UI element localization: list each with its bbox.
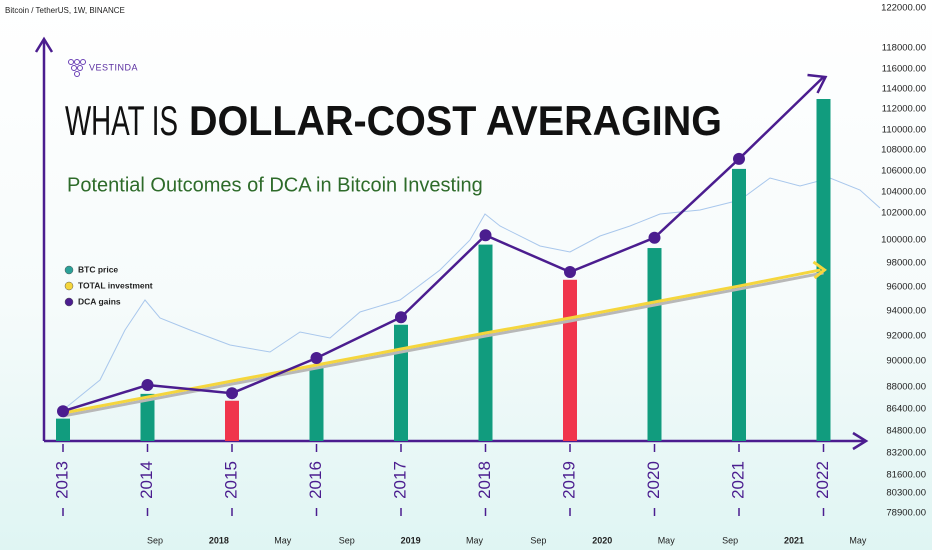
time-label: 2020 bbox=[592, 535, 612, 545]
dca-arrowhead bbox=[807, 73, 828, 94]
y-tick-label: 84800.00 bbox=[886, 426, 926, 437]
time-label: Sep bbox=[722, 535, 738, 545]
year-label-group: 2020 bbox=[644, 444, 663, 516]
y-tick-label: 122000.00 bbox=[881, 3, 926, 14]
dca-point bbox=[648, 231, 661, 244]
year-label-group: 2013 bbox=[52, 444, 71, 516]
legend-marker bbox=[64, 297, 74, 307]
y-tick-label: 83200.00 bbox=[886, 448, 926, 459]
y-tick-label: 98000.00 bbox=[886, 258, 926, 269]
bar bbox=[563, 279, 577, 441]
y-tick-label: 112000.00 bbox=[882, 104, 926, 115]
legend-marker bbox=[64, 281, 74, 291]
y-tick-label: 90000.00 bbox=[886, 356, 926, 367]
title-lead: WHAT IS bbox=[65, 97, 178, 144]
year-label-group: 2022 bbox=[813, 444, 832, 516]
dca-point bbox=[479, 229, 492, 242]
axes bbox=[34, 36, 869, 451]
investment-arrowhead bbox=[812, 260, 827, 280]
x-tick-label: 2022 bbox=[813, 461, 832, 499]
dca-line bbox=[62, 76, 825, 413]
logo bbox=[68, 59, 86, 77]
bar bbox=[394, 324, 408, 441]
bar bbox=[140, 393, 155, 441]
year-label-group: 2014 bbox=[137, 444, 156, 516]
year-label-group: 2016 bbox=[306, 444, 325, 516]
y-tick-label: 104000.00 bbox=[881, 187, 926, 198]
time-label: May bbox=[658, 535, 676, 545]
btc-price-background-line bbox=[62, 177, 881, 411]
bar bbox=[732, 168, 746, 441]
year-label-group: 2018 bbox=[475, 444, 494, 516]
investment-shadow bbox=[62, 271, 824, 418]
legend-label: BTC price bbox=[78, 264, 118, 274]
chart-title: DOLLAR-COST AVERAGING bbox=[189, 97, 722, 144]
bar bbox=[309, 367, 324, 441]
time-label: May bbox=[274, 535, 292, 545]
y-tick-label: 94000.00 bbox=[886, 306, 926, 317]
time-label: Sep bbox=[339, 535, 355, 545]
dca-point bbox=[564, 266, 576, 278]
y-tick-label: 80300.00 bbox=[886, 488, 926, 499]
subtitle: Potential Outcomes of DCA in Bitcoin Inv… bbox=[67, 174, 483, 196]
x-tick-label: 2021 bbox=[728, 461, 747, 499]
y-tick-label: 78900.00 bbox=[886, 508, 926, 519]
time-label: 2019 bbox=[401, 535, 421, 545]
time-label: Sep bbox=[147, 535, 163, 545]
y-tick-label: 110000.00 bbox=[882, 125, 926, 136]
y-tick-label: 108000.00 bbox=[881, 145, 926, 156]
x-tick-label: 2014 bbox=[137, 461, 156, 499]
dca-point bbox=[733, 152, 745, 165]
y-tick-label: 106000.00 bbox=[881, 166, 926, 177]
year-label-group: 2015 bbox=[221, 444, 240, 516]
bar bbox=[56, 418, 70, 441]
y-tick-label: 102000.00 bbox=[881, 208, 926, 219]
y-tick-label: 100000.00 bbox=[881, 235, 926, 246]
y-tick-label: 114000.00 bbox=[882, 84, 926, 95]
dca-point bbox=[310, 352, 323, 364]
x-tick-label: 2018 bbox=[475, 461, 494, 499]
year-label-group: 2017 bbox=[390, 444, 409, 516]
dca-point bbox=[226, 387, 238, 400]
y-tick-label: 88000.00 bbox=[886, 382, 926, 393]
x-tick-label: 2019 bbox=[559, 461, 578, 499]
bar bbox=[647, 248, 662, 441]
dca-point bbox=[395, 311, 407, 324]
x-tick-label: 2016 bbox=[306, 461, 325, 499]
x-tick-label: 2020 bbox=[644, 461, 663, 499]
bar bbox=[478, 244, 493, 441]
legend-label: DCA gains bbox=[78, 296, 121, 306]
legend-label: TOTAL investment bbox=[78, 280, 153, 290]
time-label: May bbox=[466, 535, 484, 545]
y-tick-label: 118000.00 bbox=[882, 43, 926, 54]
x-tick-label: 2015 bbox=[221, 461, 240, 499]
time-label: 2021 bbox=[784, 535, 804, 545]
y-tick-label: 81600.00 bbox=[886, 470, 926, 481]
y-tick-label: 86400.00 bbox=[886, 404, 926, 415]
y-tick-label: 92000.00 bbox=[886, 331, 926, 342]
x-tick-label: 2017 bbox=[390, 461, 409, 499]
bar bbox=[225, 400, 239, 441]
legend-marker bbox=[64, 265, 74, 275]
y-tick-label: 96000.00 bbox=[886, 282, 926, 293]
dca-point bbox=[141, 379, 154, 392]
logo-text: VESTINDA bbox=[89, 62, 138, 72]
time-label: Sep bbox=[530, 535, 546, 545]
time-label: 2018 bbox=[209, 535, 229, 545]
header: Bitcoin / TetherUS, 1W, BINANCE bbox=[5, 6, 125, 15]
time-label: May bbox=[849, 535, 867, 545]
y-tick-label: 116000.00 bbox=[882, 64, 926, 75]
dca-point bbox=[57, 405, 69, 418]
year-label-group: 2021 bbox=[728, 444, 747, 516]
year-label-group: 2019 bbox=[559, 444, 578, 516]
x-tick-label: 2013 bbox=[52, 461, 71, 499]
